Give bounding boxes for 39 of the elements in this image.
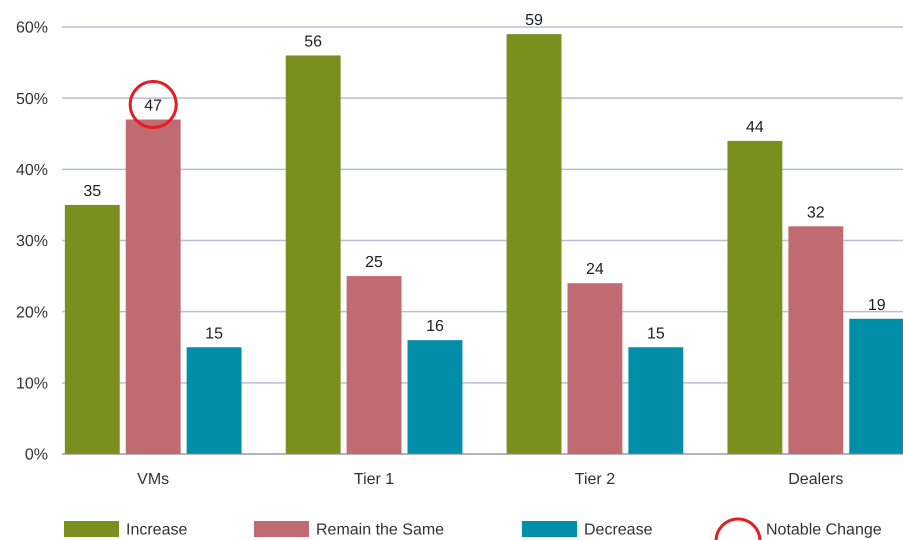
data-label: 24 [586,261,604,278]
data-label: 16 [426,318,444,336]
bar [64,204,120,454]
data-label: 32 [806,204,825,222]
bar [286,55,341,454]
bar [727,140,782,454]
legend-label: Increase [126,522,188,539]
x-tick-label: Dealers [788,471,844,488]
y-tick-label: 20% [16,304,48,322]
legend-label: Remain the Same [316,522,444,539]
y-tick-label: 50% [16,90,48,108]
data-label: 59 [525,12,544,30]
x-tick-label: Tier 1 [354,471,394,488]
bar [506,34,562,454]
bar [186,347,242,454]
bar [567,283,622,454]
data-label: 15 [205,325,224,342]
y-tick-label: 60% [16,20,48,37]
bar [628,347,684,454]
data-label: 15 [646,325,665,342]
data-label: 47 [144,98,162,115]
y-tick-label: 40% [16,162,48,179]
bar [849,318,903,454]
data-label: 35 [83,182,102,200]
y-tick-label: 10% [16,375,48,392]
bar [408,340,462,454]
legend-label: Decrease [584,522,653,539]
data-label: 19 [868,296,886,314]
bar [788,226,844,454]
text: Notable Change [766,522,882,539]
bar [346,276,402,454]
bar [126,120,181,454]
y-tick-label: 30% [16,233,48,250]
x-tick-label: VMs [137,471,170,488]
data-label: 56 [304,33,322,50]
data-label: 44 [746,118,764,136]
data-label: 25 [365,254,384,272]
y-tick-label: 0% [24,446,48,464]
x-tick-label: Tier 2 [574,471,616,488]
